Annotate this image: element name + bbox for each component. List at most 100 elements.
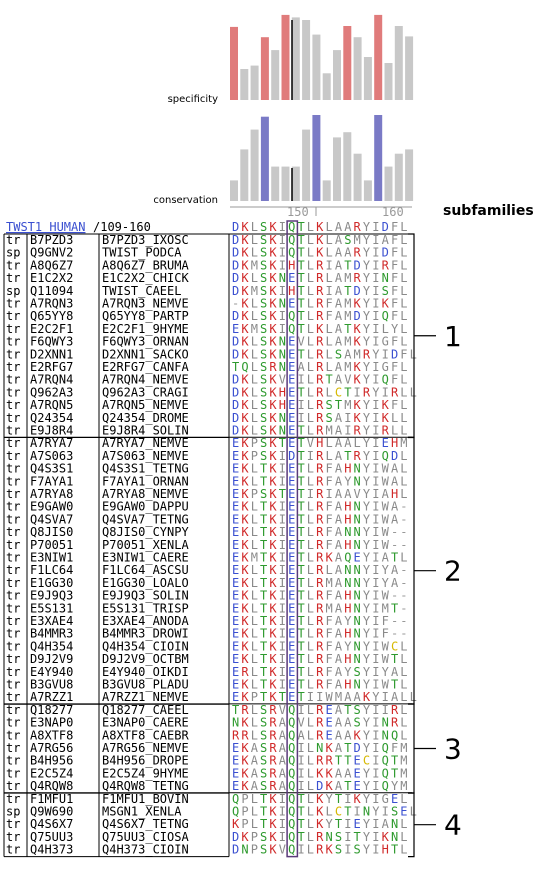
row-accession[interactable]: A8XTF8 xyxy=(30,728,73,742)
row-entry-id[interactable]: A7RYA8_NEMVE xyxy=(102,487,189,501)
row-accession[interactable]: B4MMR3 xyxy=(30,627,73,641)
row-entry-id[interactable]: E3XAE4_ANODA xyxy=(102,614,189,628)
row-entry-id[interactable]: D2XNN1_SACKO xyxy=(102,347,189,361)
row-entry-id[interactable]: Q4S6X7_TETNG xyxy=(102,817,189,831)
row-accession[interactable]: E2RFG7 xyxy=(30,360,73,374)
row-accession[interactable]: Q9W690 xyxy=(30,805,73,819)
row-accession[interactable]: Q11094 xyxy=(30,284,73,298)
row-accession[interactable]: F1MFU1 xyxy=(30,792,73,806)
row-entry-id[interactable]: D9J2V9_OCTBM xyxy=(102,652,189,666)
row-entry-id[interactable]: Q4H354_CIOIN xyxy=(102,639,189,653)
row-accession[interactable]: E2C5Z4 xyxy=(30,766,73,780)
row-entry-id[interactable]: F6QWY3_ORNAN xyxy=(102,335,189,349)
row-entry-id[interactable]: B4MMR3_DROWI xyxy=(102,627,189,641)
row-accession[interactable]: A7RG56 xyxy=(30,741,73,755)
row-accession[interactable]: E5S131 xyxy=(30,601,73,615)
row-entry-id[interactable]: E2C5Z4_9HYME xyxy=(102,766,189,780)
row-entry-id[interactable]: Q4H373_CIOIN xyxy=(102,843,189,857)
row-entry-id[interactable]: Q18277_CAEEL xyxy=(102,703,189,717)
row-accession[interactable]: A7RYA8 xyxy=(30,487,73,501)
row-entry-id[interactable]: A7S063_NEMVE xyxy=(102,449,189,463)
row-entry-id[interactable]: A7RZZ1_NEMVE xyxy=(102,690,189,704)
row-entry-id[interactable]: Q75UU3_CIOSA xyxy=(102,830,189,844)
row-accession[interactable]: E9GAW0 xyxy=(30,500,73,514)
row-entry-id[interactable]: E9GAW0_DAPPU xyxy=(102,500,189,514)
row-entry-id[interactable]: F1LC64_ASCSU xyxy=(102,563,189,577)
row-entry-id[interactable]: A7RQN4_NEMVE xyxy=(102,373,189,387)
row-accession[interactable]: E9J9Q3 xyxy=(30,589,73,603)
row-accession[interactable]: Q4S6X7 xyxy=(30,817,73,831)
row-accession[interactable]: B4H956 xyxy=(30,754,73,768)
row-accession[interactable]: Q4H373 xyxy=(30,843,73,857)
row-accession[interactable]: F1LC64 xyxy=(30,563,73,577)
row-entry-id[interactable]: E3NIW1_CAERE xyxy=(102,551,189,565)
row-entry-id[interactable]: Q962A3_CRAGI xyxy=(102,385,189,399)
row-accession[interactable]: A7RQN3 xyxy=(30,297,73,311)
row-entry-id[interactable]: E2C2F1_9HYME xyxy=(102,322,189,336)
row-accession[interactable]: E1GG30 xyxy=(30,576,73,590)
row-accession[interactable]: D2XNN1 xyxy=(30,347,73,361)
row-accession[interactable]: E1C2X2 xyxy=(30,271,73,285)
row-accession[interactable]: E4Y940 xyxy=(30,665,73,679)
row-entry-id[interactable]: B7PZD3_IXOSC xyxy=(102,233,189,247)
row-entry-id[interactable]: E4Y940_OIKDI xyxy=(102,665,189,679)
reference-name[interactable]: TWST1_HUMAN xyxy=(6,220,85,234)
row-accession[interactable]: B7PZD3 xyxy=(30,233,73,247)
row-entry-id[interactable]: E2RFG7_CANFA xyxy=(102,360,189,374)
row-accession[interactable]: Q9GNV2 xyxy=(30,246,73,260)
row-accession[interactable]: D9J2V9 xyxy=(30,652,73,666)
row-entry-id[interactable]: A8Q6Z7_BRUMA xyxy=(102,258,189,272)
row-entry-id[interactable]: E9J8R4_SOLIN xyxy=(102,424,189,438)
row-accession[interactable]: Q65YY8 xyxy=(30,309,73,323)
row-accession[interactable]: B3GVU8 xyxy=(30,678,73,692)
row-entry-id[interactable]: TWIST_PODCA xyxy=(102,246,182,260)
row-entry-id[interactable]: Q4SVA7_TETNG xyxy=(102,512,189,526)
row-entry-id[interactable]: E9J9Q3_SOLIN xyxy=(102,589,189,603)
row-entry-id[interactable]: F1MFU1_BOVIN xyxy=(102,792,189,806)
row-accession[interactable]: Q4SVA7 xyxy=(30,512,73,526)
row-entry-id[interactable]: A7RQN3_NEMVE xyxy=(102,297,189,311)
row-accession[interactable]: P70051 xyxy=(30,538,73,552)
row-entry-id[interactable]: E1C2X2_CHICK xyxy=(102,271,189,285)
row-entry-id[interactable]: MSGN1_XENLA xyxy=(102,805,182,819)
row-entry-id[interactable]: A7RG56_NEMVE xyxy=(102,741,189,755)
row-entry-id[interactable]: A7RQN5_NEMVE xyxy=(102,398,189,412)
row-accession[interactable]: A7RYA7 xyxy=(30,436,73,450)
row-entry-id[interactable]: E1GG30_LOALO xyxy=(102,576,189,590)
row-accession[interactable]: Q4S3S1 xyxy=(30,462,73,476)
row-accession[interactable]: Q75UU3 xyxy=(30,830,73,844)
row-entry-id[interactable]: A8XTF8_CAEBR xyxy=(102,728,189,742)
row-accession[interactable]: E9J8R4 xyxy=(30,424,73,438)
row-accession[interactable]: E3NAP0 xyxy=(30,716,73,730)
row-accession[interactable]: Q8JIS0 xyxy=(30,525,73,539)
row-accession[interactable]: A7S063 xyxy=(30,449,73,463)
row-entry-id[interactable]: TWIST_CAEEL xyxy=(102,284,181,298)
row-entry-id[interactable]: Q24354_DROME xyxy=(102,411,189,425)
row-accession[interactable]: Q24354 xyxy=(30,411,73,425)
row-accession[interactable]: E3XAE4 xyxy=(30,614,73,628)
row-entry-id[interactable]: F7AYA1_ORNAN xyxy=(102,474,189,488)
row-entry-id[interactable]: B4H956_DROPE xyxy=(102,754,189,768)
row-db: tr xyxy=(6,665,20,679)
row-entry-id[interactable]: E5S131_TRISP xyxy=(102,601,189,615)
row-accession[interactable]: A7RQN4 xyxy=(30,373,73,387)
row-accession[interactable]: F7AYA1 xyxy=(30,474,73,488)
row-accession[interactable]: A8Q6Z7 xyxy=(30,258,73,272)
row-entry-id[interactable]: Q4RQW8_TETNG xyxy=(102,779,189,793)
row-accession[interactable]: A7RQN5 xyxy=(30,398,73,412)
row-entry-id[interactable]: P70051_XENLA xyxy=(102,538,189,552)
row-accession[interactable]: E3NIW1 xyxy=(30,551,73,565)
row-entry-id[interactable]: A7RYA7_NEMVE xyxy=(102,436,189,450)
row-entry-id[interactable]: Q8JIS0_CYNPY xyxy=(102,525,189,539)
row-accession[interactable]: A7RZZ1 xyxy=(30,690,73,704)
row-entry-id[interactable]: Q4S3S1_TETNG xyxy=(102,462,189,476)
row-entry-id[interactable]: E3NAP0_CAERE xyxy=(102,716,189,730)
row-entry-id[interactable]: B3GVU8_PLADU xyxy=(102,678,189,692)
row-accession[interactable]: Q4H354 xyxy=(30,639,73,653)
row-entry-id[interactable]: Q65YY8_PARTP xyxy=(102,309,189,323)
row-accession[interactable]: Q18277 xyxy=(30,703,73,717)
row-accession[interactable]: F6QWY3 xyxy=(30,335,73,349)
row-accession[interactable]: E2C2F1 xyxy=(30,322,73,336)
row-accession[interactable]: Q4RQW8 xyxy=(30,779,73,793)
row-accession[interactable]: Q962A3 xyxy=(30,385,73,399)
